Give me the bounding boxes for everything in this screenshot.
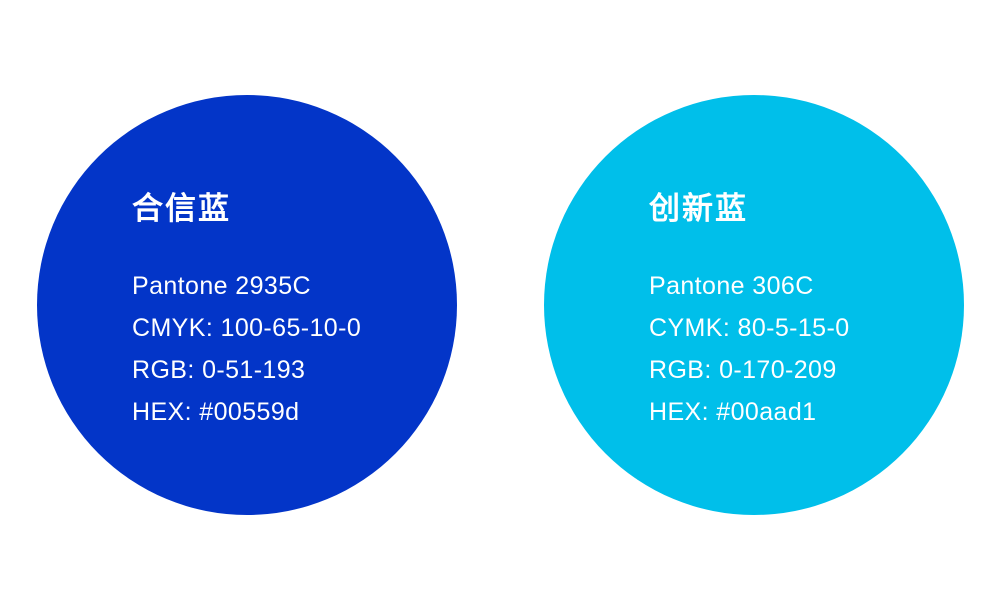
pantone-value: Pantone 2935C bbox=[132, 272, 311, 300]
hex-value: HEX: #00559d bbox=[132, 398, 300, 426]
hex-value: HEX: #00aad1 bbox=[649, 398, 817, 426]
rgb-value: RGB: 0-51-193 bbox=[132, 356, 306, 384]
color-swatch-innovation-blue: 创新蓝 Pantone 306C CYMK: 80-5-15-0 RGB: 0-… bbox=[544, 95, 964, 515]
cmyk-value: CYMK: 80-5-15-0 bbox=[649, 314, 850, 342]
pantone-value: Pantone 306C bbox=[649, 272, 814, 300]
swatch-title: 创新蓝 bbox=[649, 191, 748, 226]
swatch-specs: Pantone 2935C CMYK: 100-65-10-0 RGB: 0-5… bbox=[132, 265, 457, 433]
swatch-content: 创新蓝 Pantone 306C CYMK: 80-5-15-0 RGB: 0-… bbox=[544, 95, 964, 433]
swatch-title: 合信蓝 bbox=[132, 191, 231, 226]
rgb-value: RGB: 0-170-209 bbox=[649, 356, 837, 384]
swatch-content: 合信蓝 Pantone 2935C CMYK: 100-65-10-0 RGB:… bbox=[37, 95, 457, 433]
cmyk-value: CMYK: 100-65-10-0 bbox=[132, 314, 362, 342]
swatch-specs: Pantone 306C CYMK: 80-5-15-0 RGB: 0-170-… bbox=[649, 265, 964, 433]
color-swatch-hexin-blue: 合信蓝 Pantone 2935C CMYK: 100-65-10-0 RGB:… bbox=[37, 95, 457, 515]
